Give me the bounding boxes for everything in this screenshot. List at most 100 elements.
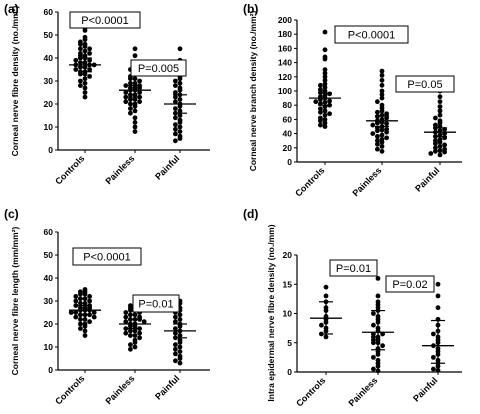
data-point-c [132, 333, 138, 338]
data-point-c [82, 291, 88, 297]
category-label-b: Painless [351, 165, 384, 198]
data-point-c [82, 328, 88, 334]
data-point-d [323, 334, 329, 340]
data-point-a [82, 90, 88, 95]
data-point-b [370, 131, 376, 137]
data-point-b [384, 129, 389, 135]
data-point-c [87, 294, 92, 299]
data-point-a [123, 99, 129, 105]
category-label-d: Painless [347, 375, 380, 408]
data-point-c [132, 340, 138, 345]
data-point-c [73, 298, 79, 304]
category-label-d: Painful [411, 375, 439, 403]
p-value-box-b [334, 25, 409, 44]
data-point-b [379, 139, 385, 145]
data-point-c [78, 300, 83, 306]
data-point-a [78, 78, 83, 84]
data-point-b [437, 120, 443, 126]
data-point-b [437, 152, 443, 158]
category-label-d: Controls [294, 375, 327, 408]
data-point-c [173, 358, 178, 364]
data-point-b [327, 91, 332, 97]
p-value-label-a: P<0.0001 [81, 15, 128, 27]
y-tick-label-c: 10 [44, 342, 54, 352]
y-tick-label-d: 5 [287, 338, 292, 348]
data-point-b [384, 121, 389, 127]
data-point-a [132, 115, 138, 121]
data-point-c [177, 344, 183, 350]
data-point-d [435, 293, 441, 299]
data-point-b [379, 143, 385, 149]
data-point-d [431, 331, 436, 337]
data-point-a [173, 83, 178, 88]
data-point-b [318, 122, 323, 128]
data-point-a [127, 110, 133, 116]
data-point-c [73, 310, 79, 315]
data-point-d [375, 352, 381, 357]
data-point-a [132, 124, 138, 130]
data-point-a [173, 90, 178, 95]
panel-label-a: (a) [4, 2, 19, 16]
data-point-d [371, 311, 376, 316]
data-point-c [127, 333, 133, 338]
data-point-a [173, 94, 178, 100]
data-point-c [68, 310, 74, 315]
data-point-a [132, 129, 138, 135]
data-point-a [173, 99, 178, 105]
y-tick-label-d: 0 [287, 367, 292, 377]
p-value-box-a [130, 59, 187, 77]
p-value-box-d [329, 259, 378, 277]
data-point-c [127, 307, 133, 313]
data-point-a [73, 67, 79, 72]
y-tick-label-d: 15 [283, 279, 293, 289]
data-point-b [375, 146, 380, 152]
data-point-c [123, 314, 129, 320]
y-tick-label-b: 100 [278, 86, 292, 96]
data-point-a [177, 124, 183, 130]
data-point-a [177, 129, 183, 135]
y-tick-label-b: 80 [283, 100, 293, 110]
data-point-a [132, 46, 138, 52]
data-point-a [127, 101, 133, 107]
data-point-c [132, 344, 138, 350]
data-point-a [132, 53, 138, 59]
data-point-c [127, 323, 133, 329]
data-point-a [127, 92, 133, 98]
data-point-b [322, 85, 328, 90]
data-point-c [173, 351, 178, 357]
data-point-a [123, 94, 129, 100]
data-point-c [78, 326, 83, 331]
data-point-a [173, 138, 178, 144]
data-point-a [123, 83, 129, 88]
data-point-d [371, 340, 376, 346]
data-point-b [322, 81, 328, 87]
data-point-b [375, 114, 380, 119]
data-point-d [323, 293, 329, 299]
data-point-b [437, 108, 443, 114]
data-point-b [318, 109, 323, 115]
y-tick-label-a: 30 [44, 76, 54, 86]
data-point-b [384, 115, 389, 121]
category-label-c: Painful [153, 373, 181, 401]
y-tick-label-b: 140 [278, 58, 292, 68]
p-value-label-d: P=0.02 [392, 279, 427, 291]
data-point-a [132, 120, 138, 125]
data-point-a [87, 57, 92, 63]
y-tick-label-c: 20 [44, 319, 54, 329]
data-point-a [78, 83, 83, 88]
data-point-a [78, 60, 83, 65]
data-point-b [322, 108, 328, 114]
data-point-b [375, 134, 380, 139]
p-value-box-a [69, 11, 141, 29]
p-value-label-a: P=0.005 [138, 63, 179, 75]
data-point-d [375, 363, 381, 369]
panel-c: (c) 0 10 20 30 40 50 60 Corneal nerve fibre leng… [4, 207, 210, 407]
y-axis-title-b: Corneal nerve branch density (no./mm²) [248, 11, 258, 172]
data-point-a [137, 78, 143, 84]
p-value-box-d [385, 275, 435, 293]
data-point-c [127, 342, 133, 348]
data-point-a [123, 90, 129, 95]
data-point-c [132, 328, 138, 334]
y-tick-label-a: 20 [44, 99, 54, 109]
data-point-b [313, 99, 319, 105]
